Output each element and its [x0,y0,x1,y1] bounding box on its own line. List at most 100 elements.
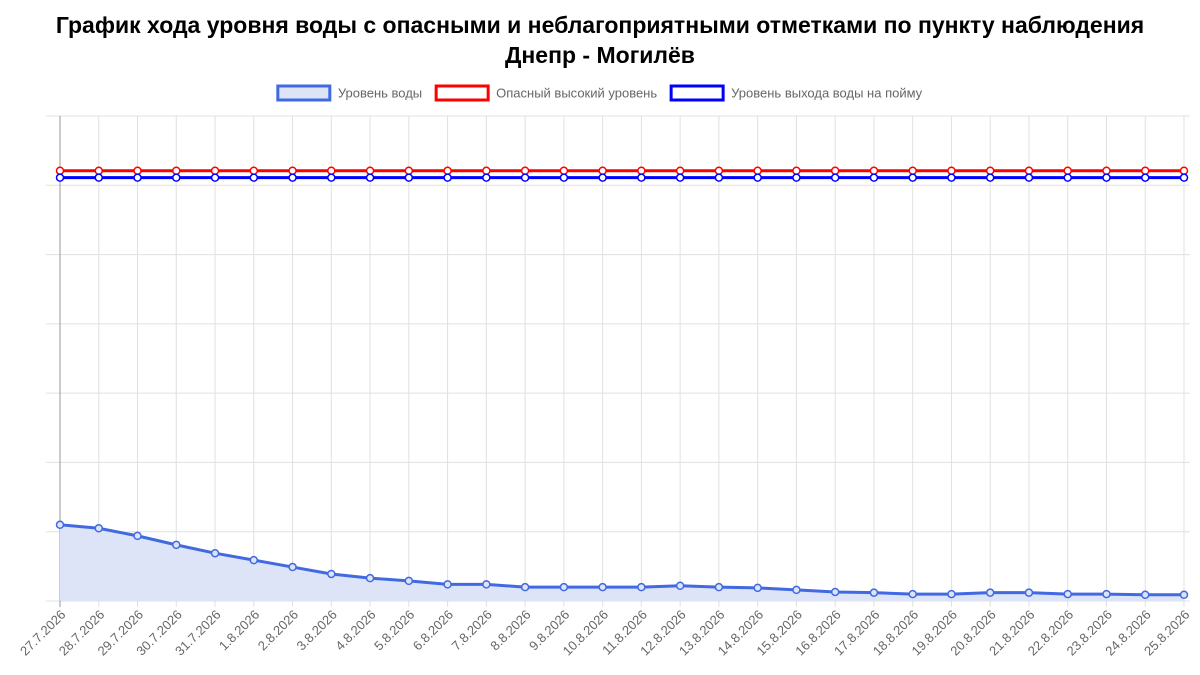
legend-swatch [669,84,725,102]
point [559,166,569,175]
point [1102,173,1111,182]
point [1024,166,1034,175]
point [792,166,801,175]
x-tick-label: 5.8.2026 [371,607,417,653]
point [1179,590,1189,600]
point [249,555,259,565]
x-tick-label: 6.8.2026 [410,607,456,653]
point [55,520,65,530]
point [985,166,995,175]
point [947,173,956,182]
point [947,589,956,599]
point [288,173,297,182]
area [60,524,1184,601]
line [59,523,1184,597]
chart-title: График хода уровня воды с опасными и неб… [55,12,1145,68]
point [520,166,530,175]
x-tick-label: 8.8.2026 [487,607,533,653]
point [365,173,375,182]
point [404,173,414,182]
x-tick-label: 1.8.2026 [216,607,262,653]
point [249,173,259,182]
legend-swatch [276,84,332,102]
point [1063,166,1072,175]
point [520,582,530,592]
point [830,587,840,597]
point [327,569,336,579]
point [908,166,917,175]
point [675,581,685,591]
point [1140,173,1150,182]
point [637,582,646,592]
point [792,585,801,595]
point [133,531,142,541]
legend-label: Уровень выхода воды на пойму [731,85,923,100]
x-tick-label: 4.8.2026 [332,607,378,653]
x-tick-label: 7.8.2026 [449,607,495,653]
point [753,583,762,593]
point [1063,173,1072,182]
legend-label: Опасный высокий уровень [496,85,657,100]
point [172,173,181,182]
legend: Уровень воды Опасный высокий уровень Урове… [276,84,923,102]
point [1102,166,1111,175]
point [482,173,491,182]
point [365,573,375,583]
point [288,166,297,175]
point [985,173,995,182]
point [1179,166,1189,175]
point [327,166,336,175]
point [714,582,724,592]
point [598,582,607,592]
point [482,580,491,589]
point [869,588,879,597]
point [598,173,607,182]
point [830,173,840,182]
point [443,173,452,182]
point [792,173,801,182]
point [210,548,220,558]
point [210,173,220,182]
point [249,166,259,175]
point [1140,590,1150,600]
point [404,576,414,586]
point [94,524,104,533]
point [637,173,646,182]
point [598,166,607,175]
point [908,589,917,599]
point [559,582,569,592]
point [365,166,375,175]
point [1024,173,1034,182]
x-tick-label: 2.8.2026 [255,607,301,653]
point [482,166,491,175]
point [753,173,762,182]
point [55,166,65,175]
point [404,166,414,175]
point [675,173,685,182]
point [869,166,879,175]
point [1063,589,1072,599]
point [55,173,65,182]
point [753,166,762,175]
point [520,173,530,182]
point [1140,166,1150,175]
point [559,173,569,182]
point [94,166,104,175]
point [637,166,646,175]
legend-swatch [434,84,490,102]
point [443,166,452,175]
point [830,166,840,175]
point [133,166,142,175]
point [210,166,220,175]
point [133,173,142,182]
point [94,173,104,182]
point [327,173,336,182]
point [714,166,724,175]
point [947,166,956,175]
point [443,580,452,589]
point [172,166,181,175]
point [1102,589,1111,599]
point [172,540,181,550]
